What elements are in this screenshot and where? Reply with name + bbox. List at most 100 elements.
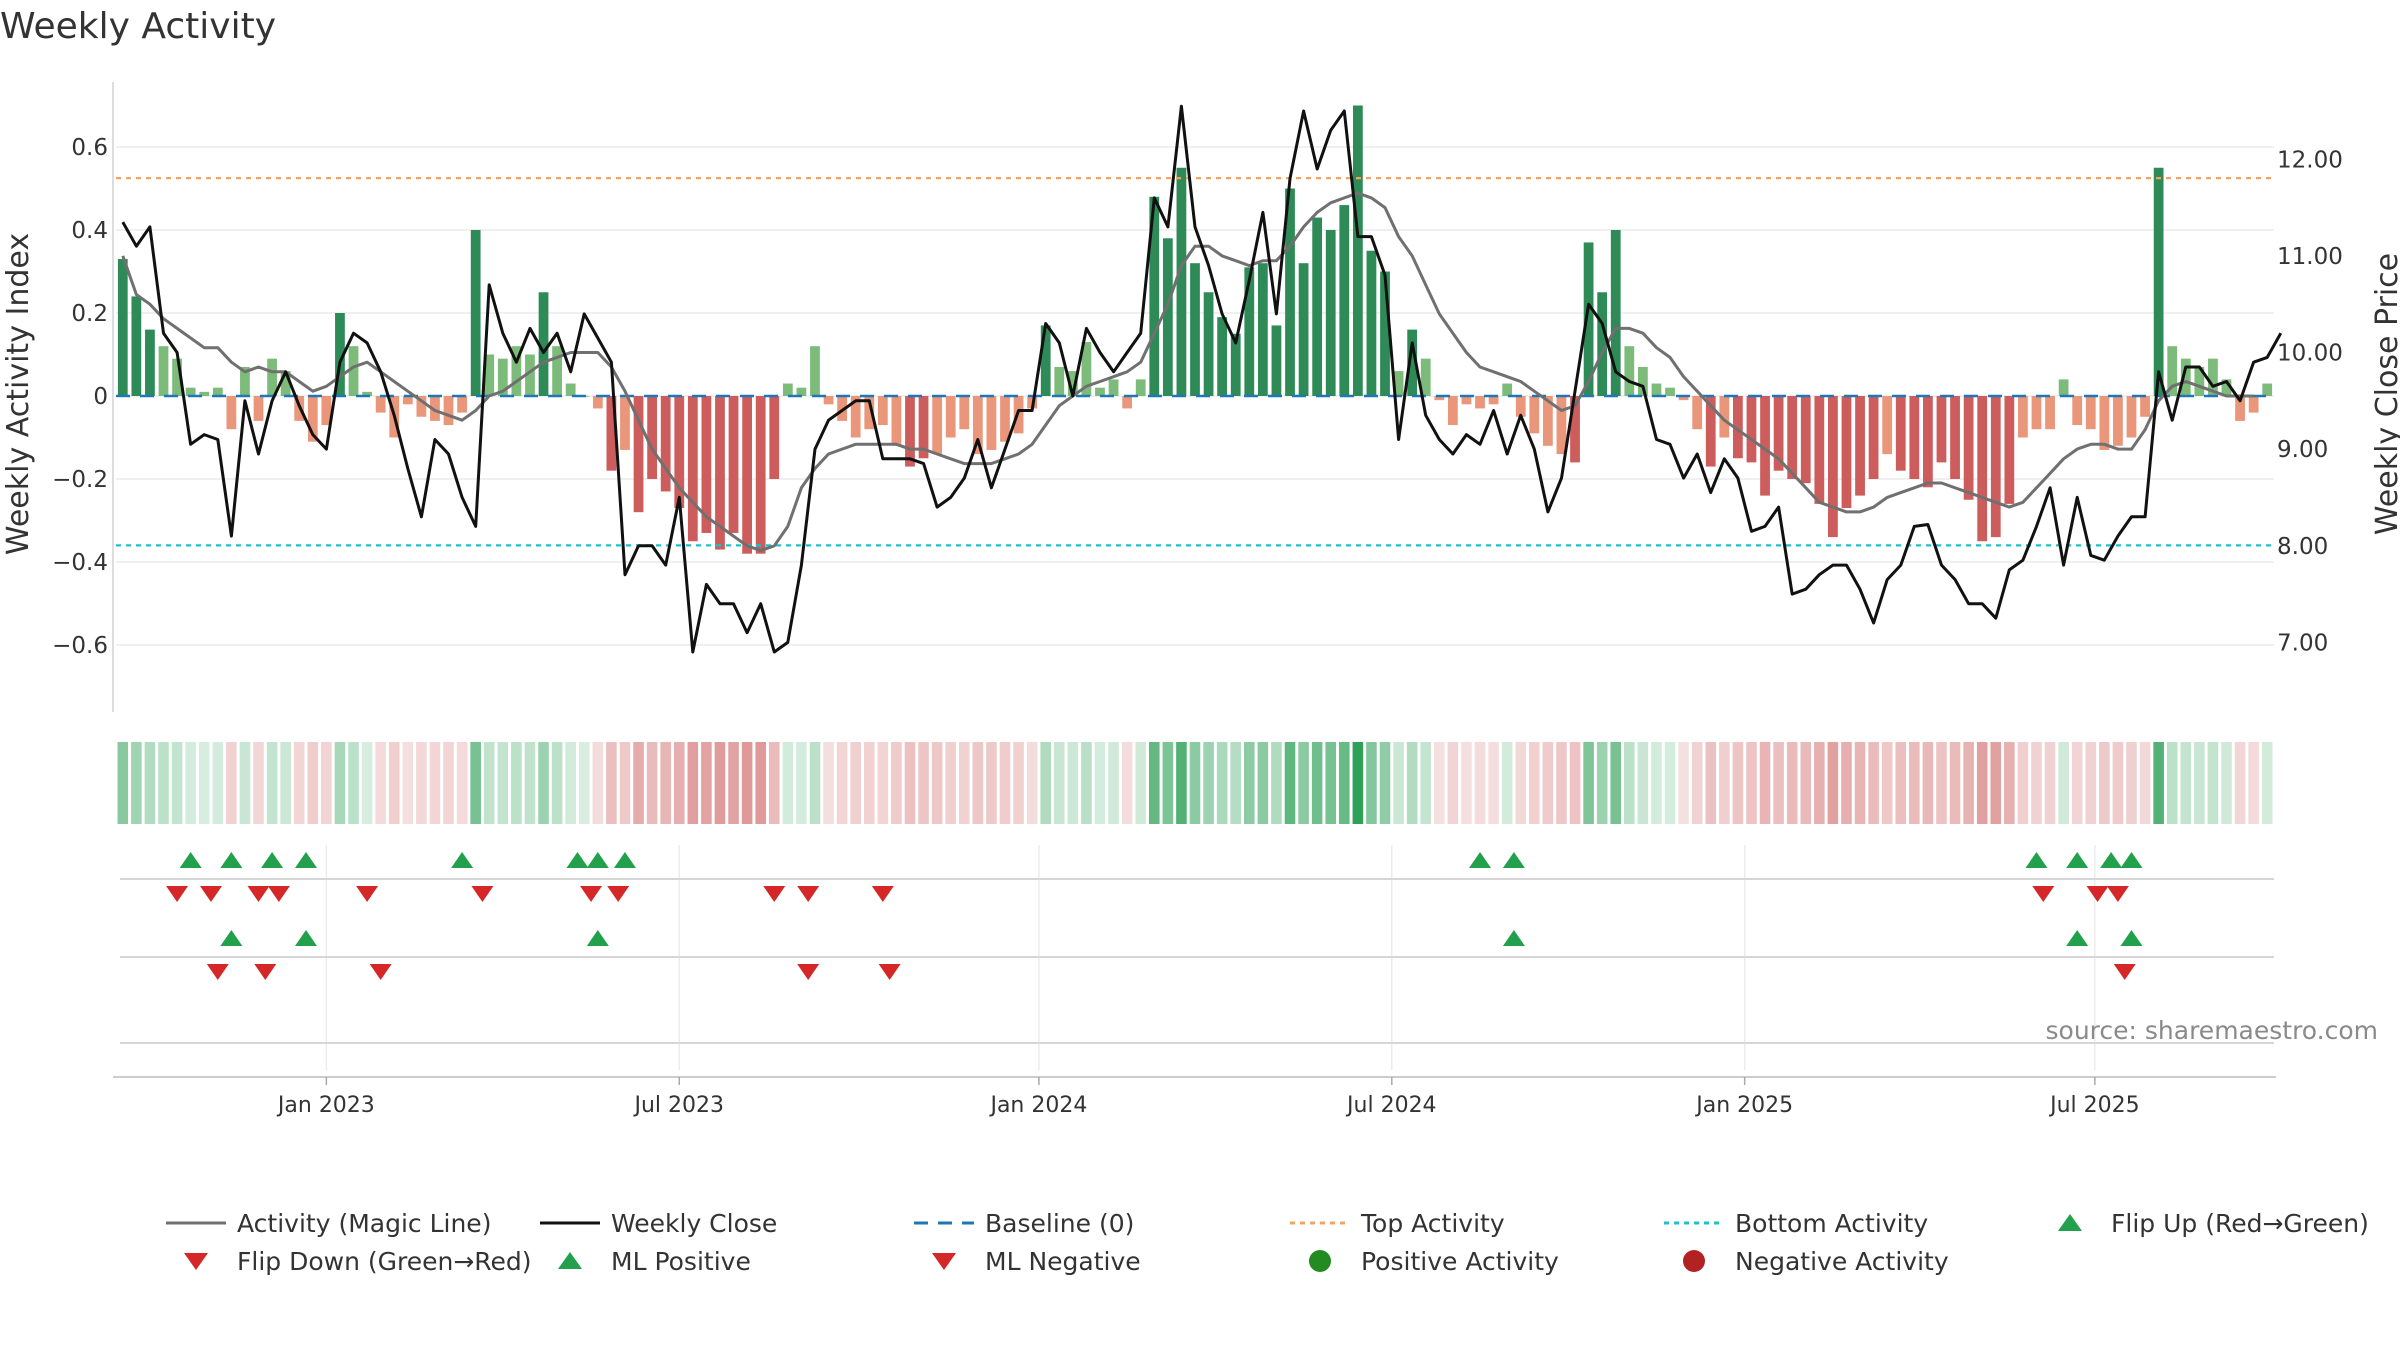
heat-cell [1230,742,1242,824]
heat-cell [334,742,346,824]
heat-cell [1583,742,1594,824]
heat-cell [226,742,237,824]
heat-cell [1434,742,1445,824]
activity-bar [267,358,277,396]
heat-cell [1773,742,1784,824]
left-tick-label: 0.2 [71,301,108,327]
activity-bar [1217,317,1228,396]
legend-label: Flip Up (Red→Green) [2111,1209,2369,1238]
activity-bar [877,396,888,426]
activity-bar [416,396,427,417]
heat-cell [1569,742,1581,824]
activity-bar [402,396,413,405]
heat-cell [2153,742,2164,824]
activity-bar [986,396,997,450]
heat-cell [1026,742,1038,824]
heat-cell [2221,742,2232,824]
heat-cell [321,742,332,824]
legend-item: Negative Activity [1683,1247,1949,1276]
heat-cell [1176,742,1187,824]
activity-bar [1393,371,1404,396]
activity-bar [1054,366,1065,396]
heat-cell [1379,742,1391,824]
heat-cell [619,742,631,824]
activity-bar [945,396,956,438]
activity-bar [1447,396,1458,426]
activity-bar [2031,396,2042,430]
heat-cell [2085,742,2097,824]
activity-bar [348,346,359,396]
heat-cell [2234,742,2246,824]
flip-up-marker [295,852,318,868]
activity-bar [701,396,712,533]
activity-bar [2180,358,2191,396]
activity-bars [117,105,2273,554]
legend-label: ML Negative [985,1247,1141,1276]
flip-up-marker [2066,852,2089,868]
legend-item: Top Activity [1290,1209,1505,1238]
legend-item: Flip Up (Red→Green) [2058,1209,2369,1238]
activity-bar [552,346,562,396]
heat-cell [578,742,590,824]
flip-up-marker [179,852,202,868]
heat-cell [918,742,929,824]
heat-cell [1841,742,1852,824]
ml-negative-marker [206,964,229,980]
activity-bar [2262,383,2273,396]
heat-cell [2004,742,2015,824]
activity-bar [2004,396,2015,504]
activity-bar [972,396,983,455]
heat-cell [1447,742,1459,824]
legend-label: Negative Activity [1735,1247,1949,1276]
heat-cell [2126,742,2137,824]
flip-up-marker [613,852,636,868]
activity-bar [1122,396,1133,409]
heat-cell [144,742,156,824]
left-tick-label: 0.6 [71,135,108,161]
legend-label: Positive Activity [1361,1247,1559,1276]
activity-bar [1570,396,1580,463]
x-axis-ticks: Jan 2023 Jul 2023 Jan 2024 Jul 2024 Jan 2025… [276,1077,2140,1118]
heat-cell [1909,742,1920,824]
heat-cell [2031,742,2042,824]
activity-bar [1257,263,1268,396]
x-tick-label: Jul 2023 [632,1093,724,1118]
activity-bar [240,366,250,396]
heat-cell [1664,742,1676,824]
heat-cell [1189,742,1201,824]
heat-cell [633,742,644,824]
activity-bar [959,396,970,430]
heat-cell [1786,742,1798,824]
activity-bar [1895,396,1906,471]
heat-cell [823,742,834,824]
heat-cell [293,742,305,824]
activity-bar [1841,396,1852,509]
heat-cell [538,742,549,824]
heat-cell [986,742,997,824]
legend-item: Weekly Close [540,1209,777,1238]
heat-cell [673,742,685,824]
activity-bar [1325,230,1336,396]
heat-cell [511,742,522,824]
activity-bar [1746,396,1757,463]
left-tick-label: −0.2 [52,467,108,493]
activity-bar [1515,396,1526,417]
heat-cell [1719,742,1730,824]
weekly-close-line [121,104,2283,654]
flip-down-marker [356,886,379,902]
activity-bar [307,396,318,442]
heat-cell [388,742,400,824]
activity-bar [158,346,169,396]
flip-up-marker [220,852,243,868]
ml-positive-marker [586,930,609,946]
activity-bar [687,396,698,542]
heat-cell [1814,742,1825,824]
activity-bar [1678,396,1689,401]
heat-cell [945,742,956,824]
heat-cell [2099,742,2110,824]
activity-bar [2099,396,2110,450]
activity-bar [2126,396,2137,438]
heat-cell [2248,742,2259,824]
heat-cell [1556,742,1567,824]
activity-bar [1936,396,1947,463]
